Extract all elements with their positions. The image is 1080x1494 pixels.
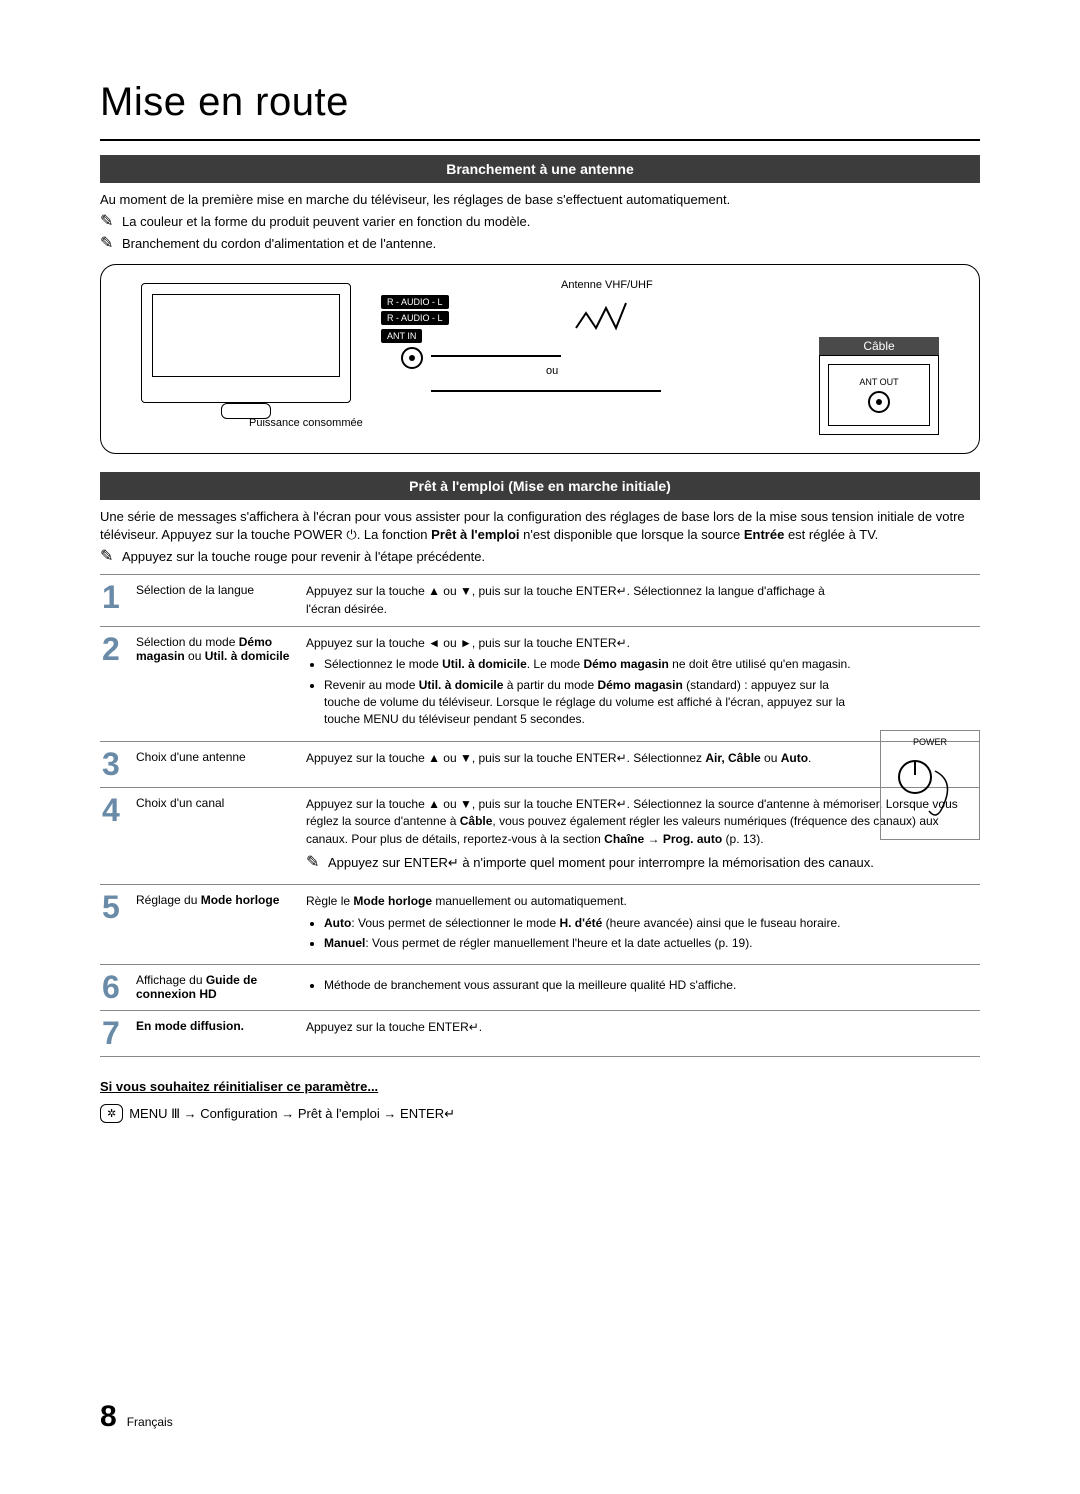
step-number: 6	[100, 965, 136, 1010]
menu-path: ✲ MENU Ⅲ → Configuration → Prêt à l'empl…	[100, 1104, 980, 1123]
section1-header: Branchement à une antenne	[100, 155, 980, 183]
step-row-6: 6 Affichage du Guide de connexion HD Mét…	[100, 965, 980, 1011]
page-language: Français	[127, 1415, 173, 1429]
ant-out-label: ANT OUT	[859, 377, 898, 387]
menu-path-text: MENU Ⅲ → Configuration → Prêt à l'emploi…	[129, 1106, 455, 1122]
step-body: Appuyez sur la touche ◄ ou ►, puis sur l…	[306, 627, 980, 741]
list-item: Sélectionnez le mode Util. à domicile. L…	[324, 656, 860, 673]
step-body: Appuyez sur la touche ▲ ou ▼, puis sur l…	[306, 788, 980, 884]
antenna-label: Antenne VHF/UHF	[561, 279, 653, 291]
ant-in-port	[401, 347, 423, 369]
tv-monitor	[141, 283, 351, 403]
note-1: ✎ La couleur et la forme du produit peuv…	[100, 213, 980, 231]
step-label: Réglage du Mode horloge	[136, 885, 306, 964]
step-row-4: 4 Choix d'un canal Appuyez sur la touche…	[100, 788, 980, 885]
note-1-text: La couleur et la forme du produit peuven…	[122, 213, 530, 231]
step-label: En mode diffusion.	[136, 1011, 306, 1056]
page-footer: 8 Français	[100, 1400, 173, 1434]
step-row-7: 7 En mode diffusion. Appuyez sur la touc…	[100, 1011, 980, 1057]
menu-button-icon: ✲	[100, 1104, 123, 1123]
cable-line-1	[431, 355, 561, 357]
step4-note: Appuyez sur ENTER↵ à n'importe quel mome…	[328, 854, 874, 872]
step-number: 3	[100, 742, 136, 787]
or-label: ou	[546, 365, 558, 377]
step-label: Sélection de la langue	[136, 575, 306, 626]
step-body: Appuyez sur la touche ▲ ou ▼, puis sur l…	[306, 575, 980, 626]
step-body: Méthode de branchement vous assurant que…	[306, 965, 980, 1010]
power-consumed-label: Puissance consommée	[249, 417, 363, 429]
step-label: Choix d'un canal	[136, 788, 306, 884]
reset-heading: Si vous souhaitez réinitialiser ce param…	[100, 1079, 980, 1094]
step-number: 4	[100, 788, 136, 884]
step-row-3: 3 Choix d'une antenne Appuyez sur la tou…	[100, 742, 980, 788]
antenna-diagram: Puissance consommée R - AUDIO - L R - AU…	[100, 264, 980, 454]
step-body: Règle le Mode horloge manuellement ou au…	[306, 885, 980, 964]
steps-table: 1 Sélection de la langue Appuyez sur la …	[100, 574, 980, 1057]
step-row-1: 1 Sélection de la langue Appuyez sur la …	[100, 575, 980, 627]
note-2: ✎ Branchement du cordon d'alimentation e…	[100, 235, 980, 253]
cable-box: ANT OUT	[819, 355, 939, 435]
section2-note: ✎ Appuyez sur la touche rouge pour reven…	[100, 548, 980, 566]
power-label: POWER	[913, 737, 947, 747]
step-row-2: 2 Sélection du mode Démo magasin ou Util…	[100, 627, 980, 742]
list-item: Méthode de branchement vous assurant que…	[324, 977, 974, 994]
step-number: 7	[100, 1011, 136, 1056]
list-item: Manuel: Vous permet de régler manuelleme…	[324, 935, 974, 952]
step-body: Appuyez sur la touche ▲ ou ▼, puis sur l…	[306, 742, 980, 787]
note-icon: ✎	[100, 235, 122, 253]
audio-label: R - AUDIO - L	[381, 295, 449, 309]
step-number: 2	[100, 627, 136, 741]
title-rule	[100, 139, 980, 141]
list-item: Auto: Vous permet de sélectionner le mod…	[324, 915, 974, 932]
note-icon: ✎	[100, 548, 122, 566]
step-label: Affichage du Guide de connexion HD	[136, 965, 306, 1010]
page-number: 8	[100, 1400, 117, 1434]
list-item: Revenir au mode Util. à domicile à parti…	[324, 677, 860, 729]
step-number: 1	[100, 575, 136, 626]
section2-note-text: Appuyez sur la touche rouge pour revenir…	[122, 548, 485, 566]
note-icon: ✎	[306, 854, 328, 872]
section2-header: Prêt à l'emploi (Mise en marche initiale…	[100, 472, 980, 500]
page-title: Mise en route	[100, 80, 980, 125]
ant-out-port	[868, 391, 890, 413]
antenna-icon	[571, 293, 631, 333]
cable-header: Câble	[819, 337, 939, 355]
note-2-text: Branchement du cordon d'alimentation et …	[122, 235, 436, 253]
ant-in-label: ANT IN	[381, 329, 422, 343]
step-number: 5	[100, 885, 136, 964]
audio-label-2: R - AUDIO - L	[381, 311, 449, 325]
section2-intro: Une série de messages s'affichera à l'éc…	[100, 508, 980, 544]
step-row-5: 5 Réglage du Mode horloge Règle le Mode …	[100, 885, 980, 965]
power-remote-illustration: POWER	[880, 730, 980, 840]
section1-intro: Au moment de la première mise en marche …	[100, 191, 980, 209]
cable-line-2	[431, 390, 661, 392]
note-icon: ✎	[100, 213, 122, 231]
step-label: Choix d'une antenne	[136, 742, 306, 787]
step-label: Sélection du mode Démo magasin ou Util. …	[136, 627, 306, 741]
step-body: Appuyez sur la touche ENTER↵.	[306, 1011, 980, 1056]
